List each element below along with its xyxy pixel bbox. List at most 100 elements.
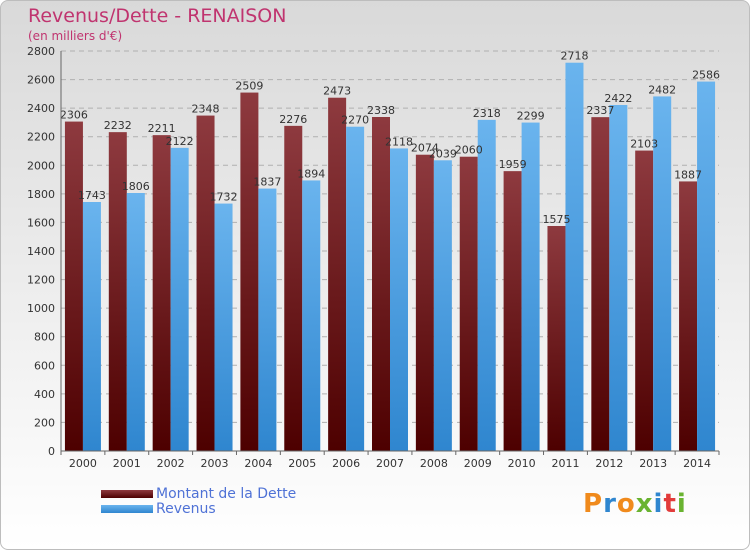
data-label-dette: 2337 [586,104,614,117]
x-tick-label: 2006 [332,457,360,470]
y-tick-label: 800 [34,331,55,344]
logo-letter: P [583,489,604,519]
bar-revenus [302,180,321,451]
data-label-revenus: 2122 [166,135,194,148]
logo-letter: x [635,489,654,519]
bar-dette [108,132,127,451]
data-label-revenus: 1837 [253,176,281,189]
data-label-revenus: 1732 [210,191,238,204]
data-label-dette: 2060 [455,144,483,157]
bar-dette [547,226,566,451]
bar-dette [503,171,522,451]
x-tick-label: 2011 [551,457,579,470]
data-label-dette: 1887 [674,168,702,181]
x-tick-label: 2014 [683,457,711,470]
bar-dette [196,115,215,452]
data-label-revenus: 2586 [692,69,720,82]
data-label-revenus: 1743 [78,189,106,202]
logo-letter: t [663,489,677,519]
data-label-dette: 2509 [235,80,263,93]
y-tick-label: 1600 [27,216,55,229]
x-tick-label: 2010 [508,457,536,470]
logo-letter: o [616,489,636,519]
data-label-dette: 1959 [499,158,527,171]
data-label-revenus: 2482 [648,83,676,96]
legend-label-dette: Montant de la Dette [156,486,297,502]
bar-dette [372,117,390,451]
bar-revenus [346,126,365,451]
legend-label-revenus: Revenus [156,501,216,517]
bar-revenus [653,96,672,451]
data-label-revenus: 1806 [122,180,150,193]
x-tick-label: 2007 [376,457,404,470]
bar-dette [415,154,434,451]
data-label-dette: 2348 [192,103,220,116]
bar-revenus [170,147,189,451]
y-tick-label: 0 [48,445,55,458]
chart-title: Revenus/Dette - RENAISON [28,5,287,27]
bar-revenus [609,105,628,451]
data-label-revenus: 2039 [429,147,457,160]
bar-revenus [697,81,716,452]
x-tick-label: 2003 [201,457,229,470]
data-label-dette: 2473 [323,85,351,98]
y-tick-label: 2200 [27,131,55,144]
data-label-revenus: 2318 [473,107,501,120]
x-tick-label: 2009 [464,457,492,470]
bar-revenus [565,62,584,451]
chart-subtitle: (en milliers d'€) [28,29,123,43]
bar-revenus [214,203,233,451]
legend-swatch-dette [101,490,153,498]
legend-swatch-revenus [101,505,153,513]
y-tick-label: 1200 [27,274,55,287]
data-label-revenus: 2718 [560,50,588,63]
data-label-dette: 2232 [104,119,132,132]
x-tick-label: 2002 [157,457,185,470]
bar-revenus [521,122,540,452]
logo-letter: r [603,489,617,519]
data-label-dette: 2103 [630,138,658,151]
bar-revenus [390,148,408,451]
bar-dette [635,150,654,452]
bar-dette [591,117,610,452]
y-tick-label: 400 [34,388,55,401]
bar-revenus [433,160,452,452]
x-tick-label: 2004 [244,457,272,470]
data-label-revenus: 1894 [297,167,325,180]
y-tick-label: 1800 [27,188,55,201]
data-label-revenus: 2299 [517,110,545,123]
bar-dette [328,97,347,451]
x-tick-label: 2008 [420,457,448,470]
proxiti-logo: Proxiti [583,489,687,519]
data-label-revenus: 2270 [341,114,369,127]
y-tick-label: 600 [34,359,55,372]
bar-dette [284,125,303,451]
bar-revenus [477,119,496,451]
data-label-dette: 2338 [367,104,395,117]
x-tick-label: 2001 [113,457,141,470]
bar-revenus [126,193,145,451]
data-label-revenus: 2422 [604,92,632,105]
bar-dette [152,135,171,451]
bar-dette [64,121,83,452]
data-label-revenus: 2118 [385,135,413,148]
y-tick-label: 2000 [27,159,55,172]
data-label-dette: 2211 [148,122,176,135]
bar-dette [240,92,259,452]
y-tick-label: 1400 [27,245,55,258]
data-label-dette: 2306 [60,109,88,122]
y-tick-label: 2800 [27,45,55,58]
y-tick-label: 2400 [27,102,55,115]
data-label-dette: 2276 [279,113,307,126]
bar-revenus [258,188,277,452]
y-tick-label: 200 [34,416,55,429]
y-tick-label: 2600 [27,74,55,87]
y-tick-label: 1000 [27,302,55,315]
x-tick-label: 2005 [288,457,316,470]
data-label-dette: 2074 [411,142,439,155]
logo-letter: i [653,489,664,519]
bar-revenus [82,202,101,451]
bar-dette [679,181,698,451]
